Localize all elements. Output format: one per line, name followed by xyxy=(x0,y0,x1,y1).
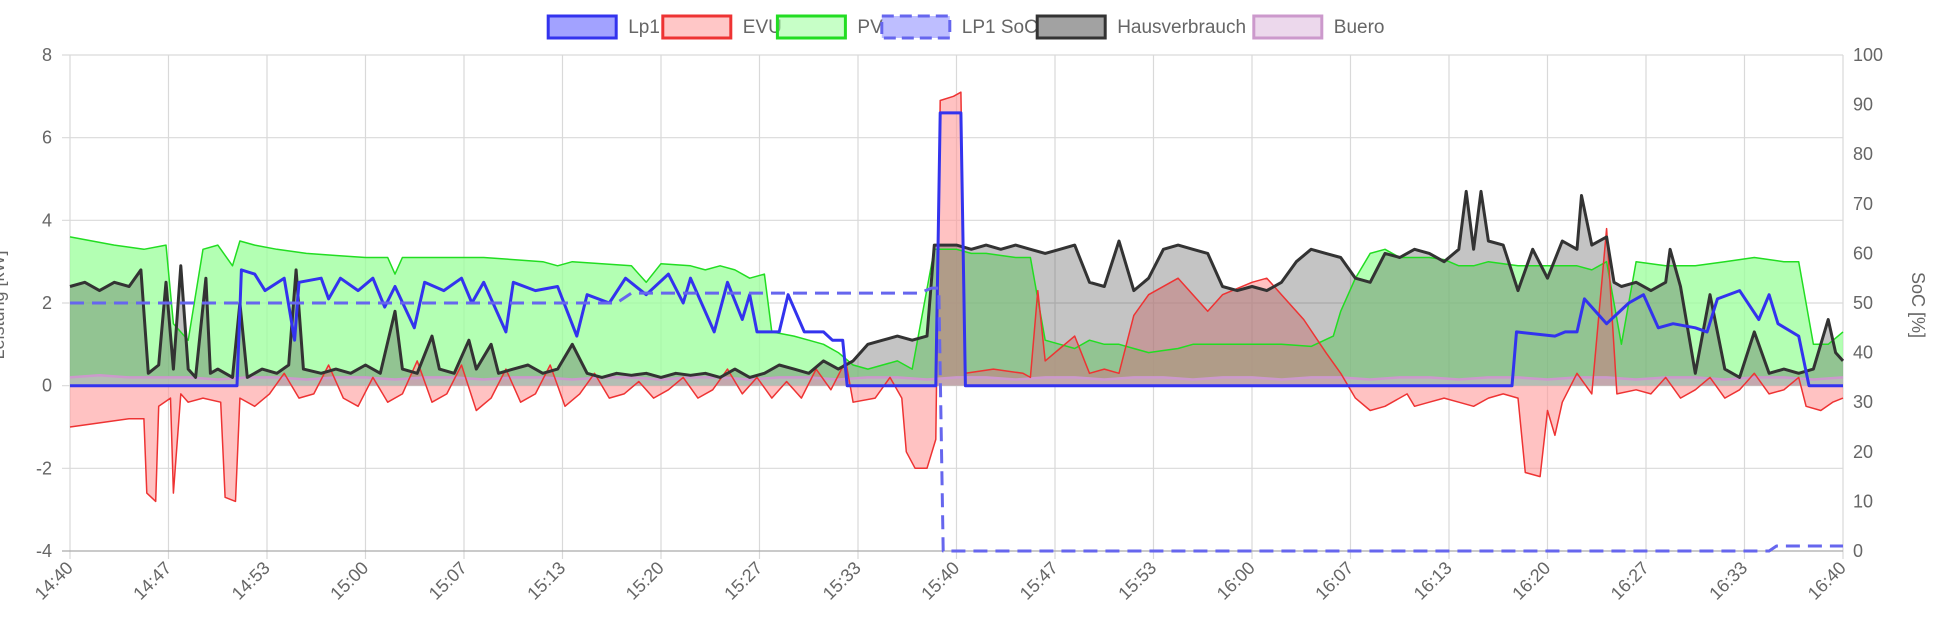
x-tick-label: 14:47 xyxy=(129,558,175,604)
legend-swatch xyxy=(661,14,733,40)
legend-swatch xyxy=(1252,14,1324,40)
y2-tick-label: 90 xyxy=(1853,95,1873,115)
x-tick-label: 16:33 xyxy=(1705,558,1751,604)
x-tick-label: 16:20 xyxy=(1508,558,1554,604)
legend-item-pv[interactable]: PV xyxy=(775,14,883,40)
legend-label: Hausverbrauch xyxy=(1117,17,1246,38)
x-tick-label: 16:27 xyxy=(1607,558,1653,604)
x-tick-label: 15:47 xyxy=(1016,558,1062,604)
x-tick-label: 14:53 xyxy=(228,558,274,604)
legend-swatch xyxy=(775,14,847,40)
y-tick-label: 6 xyxy=(42,128,52,148)
y2-tick-label: 70 xyxy=(1853,194,1873,214)
x-tick-label: 16:00 xyxy=(1213,558,1259,604)
x-tick-label: 16:40 xyxy=(1804,558,1850,604)
y-tick-label: 4 xyxy=(42,210,52,230)
x-axis: 14:40 14:47 14:53 15:00 15:07 15:13 15:20 15:27… xyxy=(31,558,1850,604)
series-line-buero xyxy=(69,374,1844,381)
legend-item-lp1-soc[interactable]: LP1 SoC xyxy=(880,14,1038,40)
y2-tick-label: 0 xyxy=(1853,541,1863,561)
x-tick-label: 15:33 xyxy=(819,558,865,604)
legend-item-hausverbrauch[interactable]: Hausverbrauch xyxy=(1035,14,1246,40)
x-tick-label: 15:53 xyxy=(1114,558,1160,604)
x-tick-label: 16:13 xyxy=(1410,558,1456,604)
y2-tick-label: 10 xyxy=(1853,491,1873,511)
series-line-hausverbrauch xyxy=(69,189,1845,379)
x-tick-label: 15:27 xyxy=(720,558,766,604)
y2-tick-label: 50 xyxy=(1853,293,1873,313)
legend-label: EVU xyxy=(743,17,782,38)
series-line-lp1 xyxy=(70,111,1843,388)
legend-swatch xyxy=(880,14,952,40)
y-tick-label: -2 xyxy=(36,458,52,478)
x-tick-label: 15:00 xyxy=(326,558,372,604)
series-areas xyxy=(70,92,1843,502)
legend-label: PV xyxy=(857,17,883,38)
x-tick-label: 16:07 xyxy=(1311,558,1357,604)
series-area-evu xyxy=(70,92,1843,502)
y2-tick-label: 30 xyxy=(1853,392,1873,412)
series-line-lp1-soc xyxy=(70,286,1843,553)
y-tick-label: 0 xyxy=(42,376,52,396)
y2-tick-label: 40 xyxy=(1853,343,1873,363)
legend-swatch xyxy=(546,14,618,40)
y-axis-left: 8 6 4 2 0 -2 -4 xyxy=(36,45,52,561)
x-tick-label: 15:40 xyxy=(917,558,963,604)
legend-item-lp1[interactable]: Lp1 xyxy=(546,14,660,40)
y-tick-label: 2 xyxy=(42,293,52,313)
legend-swatch xyxy=(1035,14,1107,40)
y2-tick-label: 100 xyxy=(1853,45,1883,65)
x-tick-label: 15:07 xyxy=(425,558,471,604)
y2-tick-label: 60 xyxy=(1853,243,1873,263)
series-lines xyxy=(69,91,1845,553)
legend: Lp1 EVU PV LP1 SoC Hausverbrauch Buero xyxy=(546,14,1385,40)
y-tick-label: -4 xyxy=(36,541,52,561)
y2-tick-label: 80 xyxy=(1853,144,1873,164)
legend-item-evu[interactable]: EVU xyxy=(661,14,782,40)
y-axis-title: Leistung [kW] xyxy=(0,250,8,359)
x-tick-label: 15:20 xyxy=(622,558,668,604)
legend-item-buero[interactable]: Buero xyxy=(1252,14,1385,40)
legend-label: Lp1 xyxy=(628,17,660,38)
legend-label: LP1 SoC xyxy=(962,17,1038,38)
y2-tick-label: 20 xyxy=(1853,442,1873,462)
y2-axis-title: SoC [%] xyxy=(1908,272,1928,338)
y-tick-label: 8 xyxy=(42,45,52,65)
x-tick-label: 15:13 xyxy=(523,558,569,604)
x-tick-label: 14:40 xyxy=(31,558,77,604)
legend-label: Buero xyxy=(1334,17,1385,38)
series-area-hausverbrauch xyxy=(70,191,1843,386)
